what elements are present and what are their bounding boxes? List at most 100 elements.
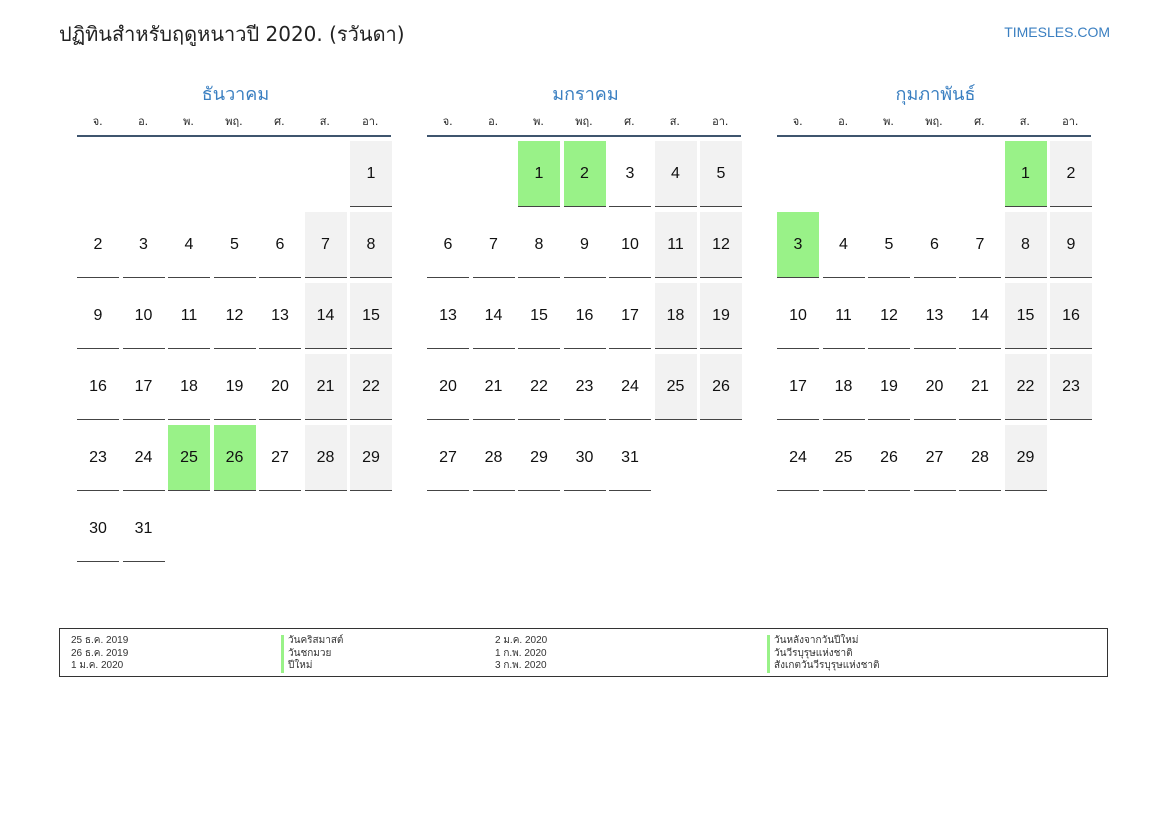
weekday-label: อ. [838, 115, 849, 128]
day-cell: 7 [959, 212, 1001, 278]
weekday-label: ศ. [274, 115, 285, 128]
legend-holiday-name: วันวีรบุรุษแห่งชาติ [767, 647, 880, 660]
empty-cell [777, 141, 819, 207]
day-cell: 27 [913, 425, 956, 491]
day-cell: 23 [1050, 354, 1092, 420]
legend-date: 3 ก.พ. 2020 [495, 660, 547, 671]
weekday-header: จ. อ. พ. พฤ. ศ. ส. อา. [777, 110, 1091, 137]
day-cell: 14 [472, 283, 515, 349]
month-name: มกราคม [552, 84, 619, 105]
day-cell: 16 [77, 354, 119, 420]
day-cell: 20 [259, 354, 301, 420]
day-cell: 12 [700, 212, 742, 278]
day-grid: 1 2 3 4 5 6 7 8 9 10 11 12 13 14 15 16 17 18 19 20 21 22 23 24 2… [777, 141, 1094, 491]
page-title: ปฏิทินสำหรับฤดูหนาวปี 2020. (รวันดา) [59, 22, 405, 46]
day-cell: 22 [350, 354, 392, 420]
day-cell: 31 [609, 425, 651, 491]
weekday-label: พฤ. [925, 115, 943, 128]
day-cell: 1 [350, 141, 392, 207]
legend-date: 26 ธ.ค. 2019 [71, 647, 129, 659]
day-cell: 4 [654, 141, 697, 207]
day-cell: 31 [122, 496, 165, 562]
legend-dates-right: 2 ม.ค. 2020 1 ก.พ. 2020 3 ก.พ. 2020 [495, 635, 547, 673]
day-cell: 27 [427, 425, 469, 491]
weekday-label: อา. [362, 115, 379, 128]
day-cell: 8 [1004, 212, 1047, 278]
day-cell: 3 [609, 141, 651, 207]
legend-names-right: วันหลังจากวันปีใหม่ วันวีรบุรุษแห่งชาติ … [767, 635, 880, 673]
day-cell: 29 [350, 425, 392, 491]
day-cell: 18 [822, 354, 865, 420]
day-cell: 16 [1050, 283, 1092, 349]
day-cell: 12 [868, 283, 910, 349]
weekday-header: จ. อ. พ. พฤ. ศ. ส. อา. [427, 110, 741, 137]
legend-date: 1 ก.พ. 2020 [495, 647, 547, 659]
holiday-day-cell: 1 [518, 141, 560, 207]
empty-cell [259, 141, 301, 207]
day-cell: 21 [304, 354, 347, 420]
weekday-label: อา. [1062, 115, 1079, 128]
weekday-label: ส. [1019, 115, 1030, 128]
day-cell: 17 [609, 283, 651, 349]
day-cell: 25 [822, 425, 865, 491]
day-cell: 3 [122, 212, 165, 278]
empty-cell [427, 141, 469, 207]
day-cell: 29 [518, 425, 560, 491]
day-cell: 28 [304, 425, 347, 491]
weekday-label: จ. [792, 115, 803, 128]
day-cell: 19 [868, 354, 910, 420]
empty-cell [914, 141, 956, 207]
day-cell: 22 [518, 354, 560, 420]
holiday-day-cell: 1 [1004, 141, 1047, 207]
empty-cell [168, 141, 210, 207]
day-cell: 26 [700, 354, 742, 420]
day-cell: 16 [563, 283, 606, 349]
day-cell: 2 [1050, 141, 1092, 207]
day-cell: 18 [654, 283, 697, 349]
weekday-label: ศ. [974, 115, 985, 128]
weekday-label: ส. [669, 115, 680, 128]
month-name: ธันวาคม [201, 84, 270, 105]
day-cell: 28 [472, 425, 515, 491]
day-cell: 13 [259, 283, 301, 349]
day-cell: 4 [168, 212, 210, 278]
day-cell: 5 [868, 212, 910, 278]
day-cell: 9 [1050, 212, 1092, 278]
day-cell: 6 [913, 212, 956, 278]
day-cell: 29 [1004, 425, 1047, 491]
day-cell: 9 [77, 283, 119, 349]
empty-cell [473, 141, 515, 207]
day-cell: 19 [213, 354, 256, 420]
day-cell: 21 [959, 354, 1001, 420]
day-cell: 6 [427, 212, 469, 278]
holiday-day-cell: 25 [168, 425, 210, 491]
day-cell: 23 [563, 354, 606, 420]
day-cell: 20 [913, 354, 956, 420]
day-cell: 11 [822, 283, 865, 349]
weekday-label: ศ. [624, 115, 635, 128]
legend-holiday-name: วันคริสมาสต์ [281, 635, 343, 648]
day-cell: 28 [959, 425, 1001, 491]
legend-date: 2 ม.ค. 2020 [495, 635, 548, 646]
day-cell: 18 [168, 354, 210, 420]
day-grid: 1 2 3 4 5 6 7 8 9 10 11 12 13 14 15 16 17 18 19 20 21 22 23 24 2… [427, 141, 744, 491]
legend-holiday-name: ปีใหม่ [281, 660, 343, 673]
day-cell: 10 [122, 283, 165, 349]
empty-cell [214, 141, 256, 207]
day-cell: 24 [777, 425, 819, 491]
empty-cell [823, 141, 865, 207]
day-cell: 17 [777, 354, 819, 420]
brand-link[interactable]: TIMESLES.COM [1004, 24, 1110, 40]
day-cell: 21 [472, 354, 515, 420]
day-cell: 22 [1004, 354, 1047, 420]
day-cell: 24 [609, 354, 651, 420]
day-cell: 2 [77, 212, 119, 278]
day-cell: 11 [168, 283, 210, 349]
day-cell: 5 [213, 212, 256, 278]
day-cell: 7 [304, 212, 347, 278]
empty-cell [959, 141, 1001, 207]
day-cell: 25 [654, 354, 697, 420]
day-cell: 14 [959, 283, 1001, 349]
weekday-label: พฤ. [225, 115, 243, 128]
